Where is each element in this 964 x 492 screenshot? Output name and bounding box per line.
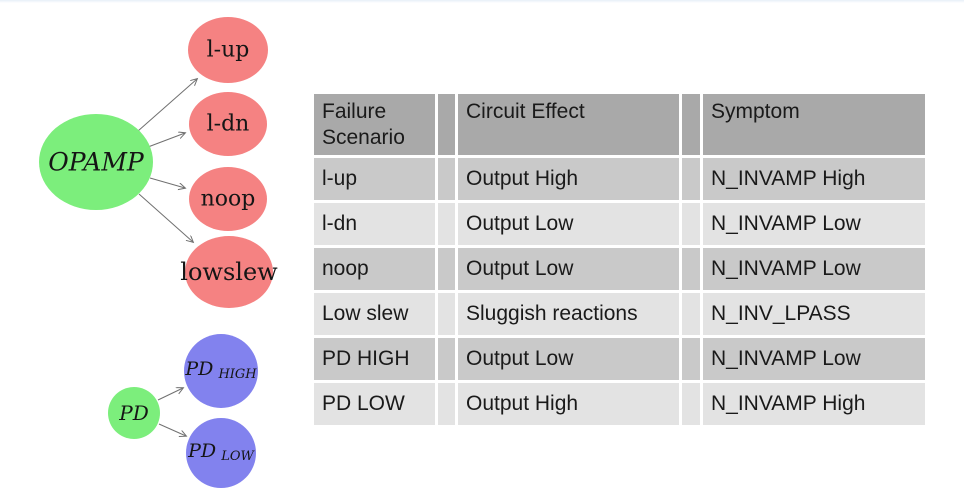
opamp-node <box>39 114 153 210</box>
table-spacer <box>682 293 700 335</box>
table-cell-symptom: N_INV_LPASS <box>703 293 925 335</box>
window-top-edge <box>0 0 964 3</box>
pd-low-node <box>186 418 256 488</box>
edge-opamp-ldn <box>147 133 185 148</box>
header-spacer-2 <box>682 94 700 155</box>
table-cell-symptom: N_INVAMP High <box>703 158 925 200</box>
edge-opamp-lowslew <box>138 193 193 242</box>
table-spacer <box>682 158 700 200</box>
pd-low-main: PD <box>187 440 216 462</box>
pd-high-main: PD <box>184 358 213 380</box>
table-cell-symptom: N_INVAMP Low <box>703 203 925 245</box>
failure-node-lowslew <box>185 236 273 308</box>
pd-low-subscript: LOW <box>220 449 255 464</box>
table-cell-effect: Output High <box>458 383 679 425</box>
table-cell-symptom: N_INVAMP High <box>703 383 925 425</box>
opamp-node-label: OPAMP <box>48 148 145 177</box>
table-cell-failure: l-up <box>314 158 435 200</box>
header-spacer-1 <box>438 94 455 155</box>
failure-scenario-table: Failure Scenario Circuit Effect Symptom … <box>314 94 925 425</box>
table-spacer <box>438 293 455 335</box>
table-cell-effect: Output Low <box>458 203 679 245</box>
table-cell-effect: Output High <box>458 158 679 200</box>
edge-pd-pdhigh <box>157 388 183 401</box>
table-spacer <box>438 338 455 380</box>
table-cell-symptom: N_INVAMP Low <box>703 338 925 380</box>
table-spacer <box>438 383 455 425</box>
table-cell-symptom: N_INVAMP Low <box>703 248 925 290</box>
failure-node-noop-label: noop <box>201 187 256 212</box>
table-spacer <box>438 248 455 290</box>
pd-high-node <box>184 334 258 408</box>
table-spacer <box>438 203 455 245</box>
pd-node-label: PD <box>118 401 149 425</box>
table-cell-failure: l-dn <box>314 203 435 245</box>
header-cell-failure-scenario: Failure Scenario <box>314 94 435 155</box>
failure-node-l-up-label: l-up <box>207 38 250 63</box>
failure-node-l-up <box>188 17 268 83</box>
table-spacer <box>438 158 455 200</box>
failure-node-l-dn <box>189 92 267 156</box>
table-spacer <box>682 248 700 290</box>
table-cell-failure: Low slew <box>314 293 435 335</box>
edge-opamp-lup <box>137 79 197 132</box>
header-cell-circuit-effect: Circuit Effect <box>458 94 679 155</box>
table-cell-effect: Output Low <box>458 338 679 380</box>
edge-pd-pdlow <box>158 423 186 436</box>
table-cell-failure: PD LOW <box>314 383 435 425</box>
pd-high-node-label: PD HIGH <box>184 358 257 382</box>
table-spacer <box>682 338 700 380</box>
table-spacer <box>682 383 700 425</box>
failure-node-lowslew-label: lowslew <box>180 258 278 286</box>
table-cell-effect: Output Low <box>458 248 679 290</box>
pd-high-subscript: HIGH <box>217 367 257 382</box>
header-cell-symptom: Symptom <box>703 94 925 155</box>
edge-opamp-noop <box>149 177 185 188</box>
failure-node-l-dn-label: l-dn <box>207 112 250 137</box>
failure-node-noop <box>189 167 267 231</box>
table-cell-effect: Sluggish reactions <box>458 293 679 335</box>
table-spacer <box>682 203 700 245</box>
pd-node <box>108 387 160 439</box>
table-cell-failure: noop <box>314 248 435 290</box>
pd-low-node-label: PD LOW <box>187 440 255 464</box>
fault-tree-diagram: OPAMP l-up l-dn noop lowslew PD PD HIGH … <box>39 17 278 488</box>
table-cell-failure: PD HIGH <box>314 338 435 380</box>
